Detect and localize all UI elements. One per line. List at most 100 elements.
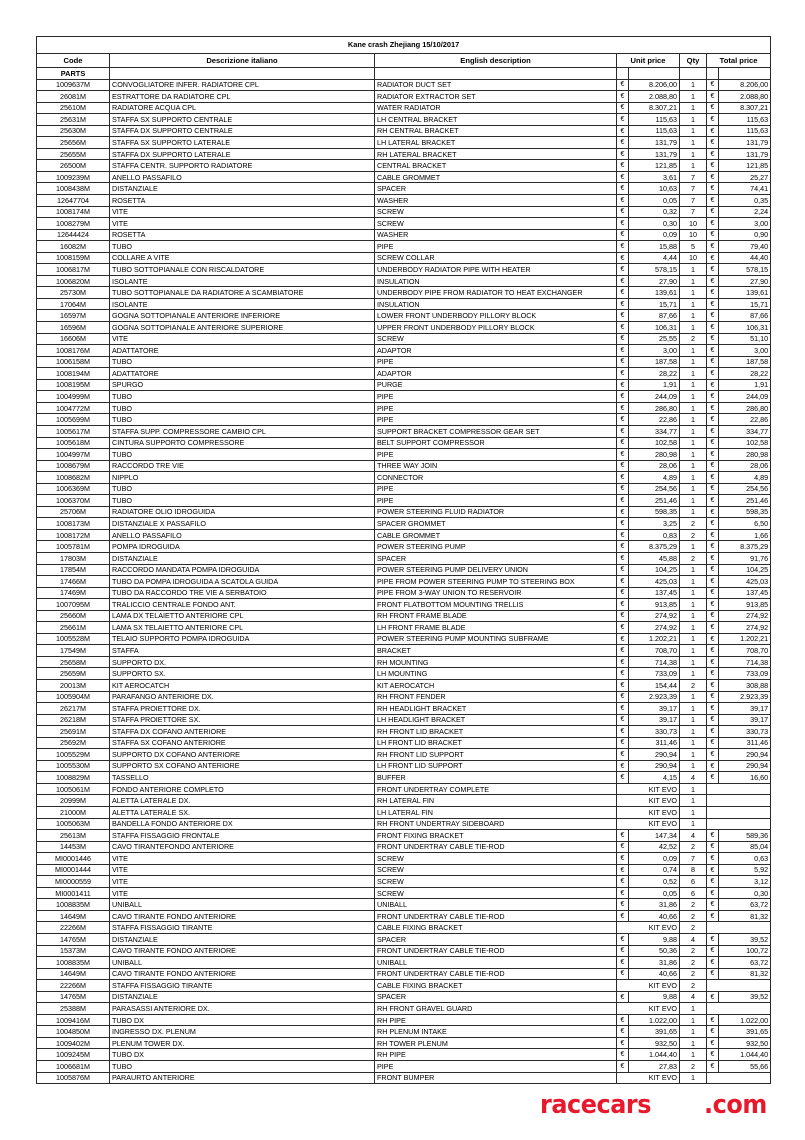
section-empty-qty — [679, 67, 707, 80]
table-row: 25691M STAFFA DX COFANO ANTERIORE RH FRONT… — [36, 725, 772, 738]
cell-currency-unit: € — [616, 424, 629, 438]
column-header-english-description: English description — [374, 53, 617, 68]
cell-descrizione-italiano: STAFFA SUPP. COMPRESSORE CAMBIO CPL — [109, 424, 375, 438]
cell-currency-unit: € — [616, 852, 629, 865]
cell-total-price: 104,25 — [717, 563, 772, 577]
cell-currency-total: € — [706, 251, 719, 265]
cell-total-price: 244,09 — [717, 390, 772, 403]
cell-currency-unit: € — [616, 1013, 629, 1027]
cell-unit-price: 9,88 — [628, 990, 680, 1004]
cell-code: 1005530M — [36, 759, 110, 773]
cell-english-description: CABLE GROMMET — [374, 170, 617, 184]
table-row: 25656M STAFFA SX SUPPORTO LATERALE LH LATE… — [36, 136, 772, 149]
cell-currency-total: € — [706, 898, 719, 911]
cell-total-price: 0,63 — [717, 852, 772, 865]
cell-currency-unit: € — [616, 551, 629, 565]
cell-currency-unit: € — [616, 482, 629, 496]
cell-english-description: PIPE FROM POWER STEERING PUMP TO STEERIN… — [374, 575, 617, 588]
cell-code: 20999M — [36, 794, 110, 807]
cell-currency-unit: € — [616, 505, 629, 519]
cell-qty: 1 — [679, 644, 707, 657]
cell-english-description: ADAPTOR — [374, 367, 617, 380]
cell-qty: 1 — [679, 1002, 707, 1015]
cell-english-description: RADIATOR DUCT SET — [374, 78, 617, 92]
cell-unit-price: 0,30 — [628, 217, 680, 230]
parts-table-body: Kane crash Zhejiang 15/10/2017 Code Desc… — [35, 36, 772, 1085]
cell-english-description: SCREW — [374, 217, 617, 230]
cell-currency-unit: € — [616, 667, 629, 680]
cell-english-description: RH MOUNTING — [374, 655, 617, 669]
cell-english-description: RH HEADLIGHT BRACKET — [374, 702, 617, 715]
cell-currency-unit: € — [616, 90, 629, 103]
table-row: 1006369M TUBO PIPE €254,56 1 €254,56 — [36, 482, 772, 496]
cell-currency-total: € — [706, 725, 719, 738]
cell-qty: 6 — [679, 886, 707, 900]
cell-descrizione-italiano: GOGNA SOTTOPIANALE ANTERIORE INFERIORE — [109, 309, 375, 323]
cell-english-description: FRONT UNDERTRAY CABLE TIE-ROD — [374, 944, 617, 958]
cell-english-description: UNDERBODY PIPE FROM RADIATOR TO HEAT EXC… — [374, 286, 617, 299]
cell-currency-total: € — [706, 205, 719, 219]
cell-code: 22266M — [36, 921, 110, 934]
table-row: 25730M TUBO SOTTOPIANALE DA RADIATORE A S… — [36, 286, 772, 299]
cell-unit-price: KIT EVO — [616, 921, 680, 934]
cell-unit-price: KIT EVO — [616, 817, 680, 831]
cell-descrizione-italiano: DISTANZIALE — [109, 990, 375, 1004]
cell-english-description: KIT AEROCATCH — [374, 679, 617, 692]
cell-english-description: INSULATION — [374, 274, 617, 288]
cell-currency-unit: € — [616, 598, 629, 611]
cell-code: 25630M — [36, 124, 110, 138]
cell-code: 22266M — [36, 979, 110, 992]
cell-english-description: RH LATERAL BRACKET — [374, 147, 617, 161]
cell-qty: 1 — [679, 586, 707, 600]
cell-descrizione-italiano: CONVOGLIATORE INFER. RADIATORE CPL — [109, 78, 375, 92]
cell-currency-unit: € — [616, 690, 629, 704]
cell-code: 1005617M — [36, 424, 110, 438]
cell-currency-unit: € — [616, 898, 629, 911]
cell-currency-total: € — [706, 274, 719, 288]
cell-total-price: 79,40 — [717, 240, 772, 253]
cell-total-price: 8.307,21 — [717, 101, 772, 115]
cell-currency-unit: € — [616, 494, 629, 507]
table-row: 1005528M TELAIO SUPPORTO POMPA IDROGUIDA P… — [36, 632, 772, 646]
cell-currency-total: € — [706, 759, 719, 773]
cell-currency-total: € — [706, 840, 719, 854]
cell-currency-total: € — [706, 736, 719, 750]
cell-qty: 1 — [679, 124, 707, 138]
cell-qty: 1 — [679, 667, 707, 680]
parts-sheet: Kane crash Zhejiang 15/10/2017 Code Desc… — [35, 36, 772, 1085]
table-row: 1008159M COLLARE A VITE SCREW COLLAR €4,44 1… — [36, 251, 772, 265]
cell-english-description: LH HEADLIGHT BRACKET — [374, 713, 617, 727]
section-label: PARTS — [36, 67, 110, 80]
cell-code: 17854M — [36, 563, 110, 577]
cell-currency-total: € — [706, 517, 719, 530]
cell-descrizione-italiano: TUBO — [109, 413, 375, 426]
cell-currency-unit: € — [616, 355, 629, 369]
cell-code: 25610M — [36, 101, 110, 115]
table-row: 1005063M BANDELLA FONDO ANTERIORE DX RH FR… — [36, 817, 772, 831]
cell-currency-total: € — [706, 540, 719, 553]
cell-unit-price: KIT EVO — [616, 782, 680, 796]
cell-qty: 1 — [679, 794, 707, 807]
cell-total-price — [705, 817, 772, 831]
cell-total-price: 578,15 — [717, 263, 772, 276]
cell-descrizione-italiano: TUBO — [109, 482, 375, 496]
cell-qty: 1 — [679, 702, 707, 715]
cell-currency-total: € — [706, 598, 719, 611]
cell-currency-unit: € — [616, 759, 629, 773]
cell-currency-unit: € — [616, 194, 629, 207]
table-row: 1008174M VITE SCREW €0,32 7 €2,24 — [36, 205, 772, 219]
cell-code: 1008835M — [36, 956, 110, 969]
cell-english-description: SCREW — [374, 205, 617, 219]
table-row: 26081M ESTRATTORE DA RADIATORE CPL RADIATO… — [36, 90, 772, 103]
cell-total-price: 280,98 — [717, 448, 772, 461]
cell-currency-unit: € — [616, 378, 629, 392]
cell-total-price: 102,58 — [717, 436, 772, 450]
cell-unit-price: 578,15 — [628, 263, 680, 276]
cell-qty: 5 — [679, 240, 707, 253]
cell-currency-unit: € — [616, 286, 629, 299]
cell-descrizione-italiano: TUBO SOTTOPIANALE CON RISCALDATORE — [109, 263, 375, 276]
cell-descrizione-italiano: VITE — [109, 863, 375, 877]
cell-currency-total: € — [706, 586, 719, 600]
cell-currency-unit: € — [616, 736, 629, 750]
cell-descrizione-italiano: DISTANZIALE X PASSAFILO — [109, 517, 375, 530]
